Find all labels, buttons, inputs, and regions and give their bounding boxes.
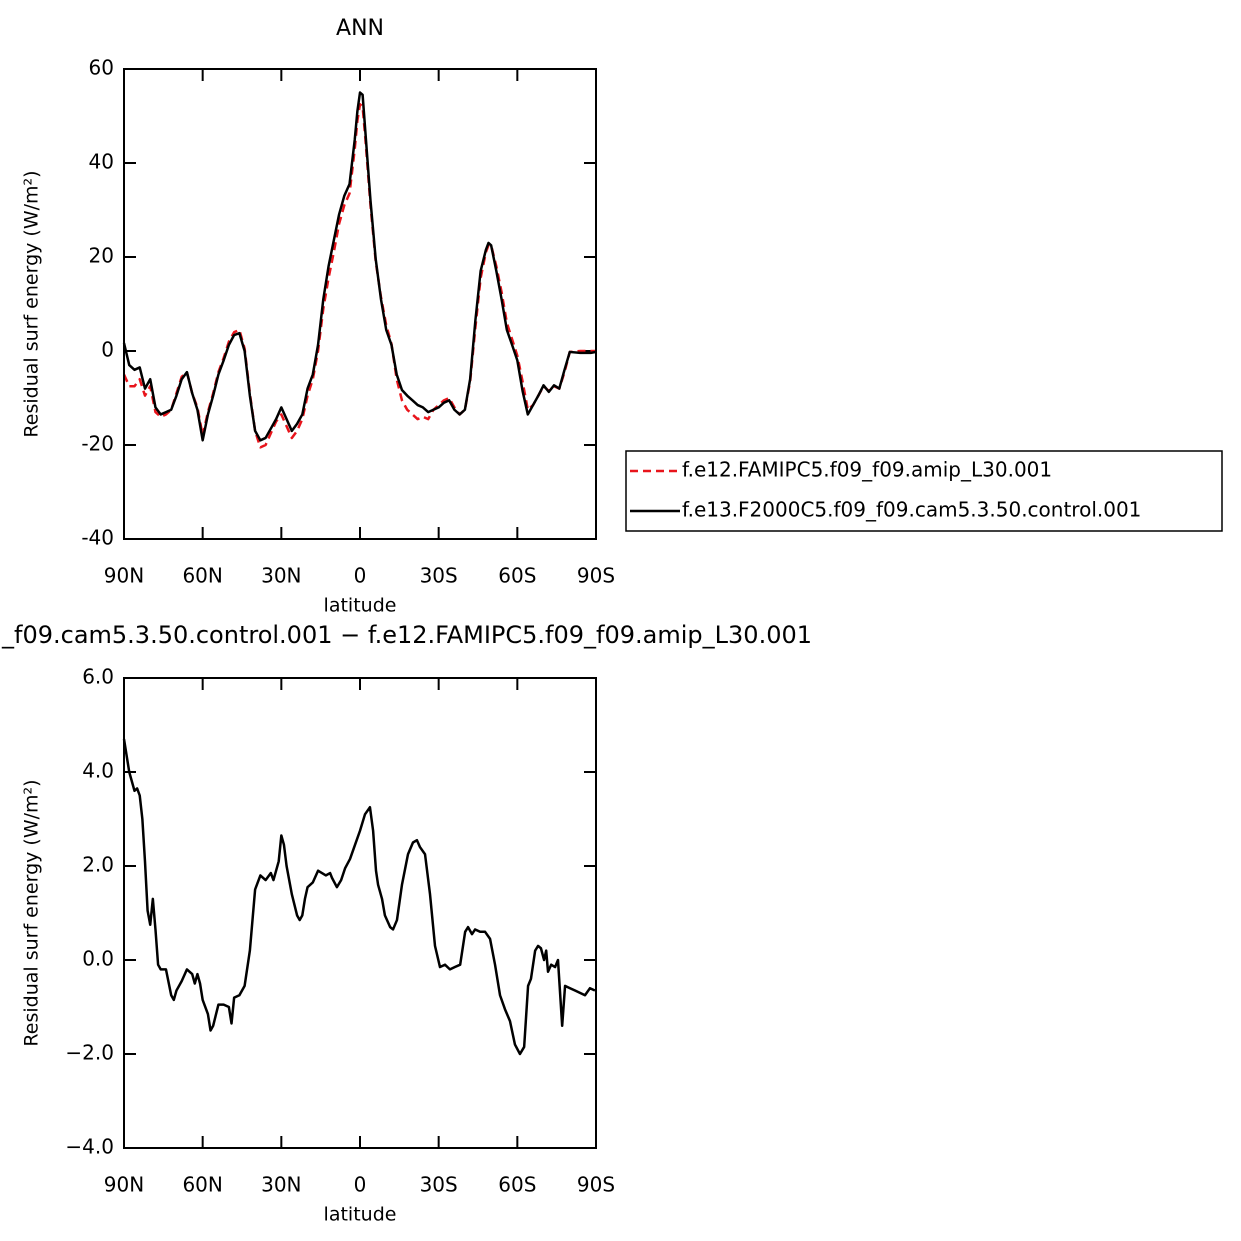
y-tick-label: 0 bbox=[101, 338, 114, 362]
y-tick-label: 0.0 bbox=[82, 947, 114, 971]
y-tick-label: 2.0 bbox=[82, 853, 114, 877]
legend-box bbox=[625, 450, 1223, 532]
y-tick-label: −4.0 bbox=[65, 1135, 114, 1159]
y-tick-label: -40 bbox=[81, 526, 114, 550]
x-tick-label: 90N bbox=[104, 1173, 144, 1197]
series-line bbox=[122, 738, 596, 1056]
x-tick-label: 90S bbox=[577, 1173, 615, 1197]
y-tick-label: 20 bbox=[89, 244, 114, 268]
chart-title: ANN bbox=[336, 16, 384, 41]
y-tick-label: −2.0 bbox=[65, 1041, 114, 1065]
y-tick-label: 6.0 bbox=[82, 665, 114, 689]
x-tick-label: 60S bbox=[498, 564, 536, 588]
x-tick-label: 60N bbox=[182, 564, 222, 588]
x-tick-label: 30S bbox=[420, 564, 458, 588]
chart-title: _f09.cam5.3.50.control.001 − f.e12.FAMIP… bbox=[1, 621, 812, 649]
x-tick-label: 30N bbox=[261, 564, 301, 588]
series-line bbox=[122, 103, 596, 449]
plot-frame bbox=[123, 68, 597, 540]
y-axis-label: Residual surf energy (W/m²) bbox=[21, 779, 43, 1046]
y-tick-label: 60 bbox=[89, 56, 114, 80]
x-axis-label: latitude bbox=[324, 595, 397, 617]
legend-label: f.e13.F2000C5.f09_f09.cam5.3.50.control.… bbox=[682, 498, 1141, 522]
y-tick-label: 40 bbox=[89, 150, 114, 174]
x-tick-label: 60N bbox=[182, 1173, 222, 1197]
x-tick-label: 90N bbox=[104, 564, 144, 588]
x-tick-label: 0 bbox=[354, 564, 367, 588]
y-tick-label: -20 bbox=[81, 432, 114, 456]
x-tick-label: 0 bbox=[354, 1173, 367, 1197]
series-line bbox=[122, 91, 597, 442]
x-tick-label: 90S bbox=[577, 564, 615, 588]
plot-frame bbox=[123, 677, 597, 1149]
x-axis-label: latitude bbox=[324, 1204, 397, 1226]
legend-label: f.e12.FAMIPC5.f09_f09.amip_L30.001 bbox=[682, 458, 1052, 482]
y-tick-label: 4.0 bbox=[82, 759, 114, 783]
y-axis-label: Residual surf energy (W/m²) bbox=[21, 170, 43, 437]
x-tick-label: 30S bbox=[420, 1173, 458, 1197]
x-tick-label: 60S bbox=[498, 1173, 536, 1197]
x-tick-label: 30N bbox=[261, 1173, 301, 1197]
